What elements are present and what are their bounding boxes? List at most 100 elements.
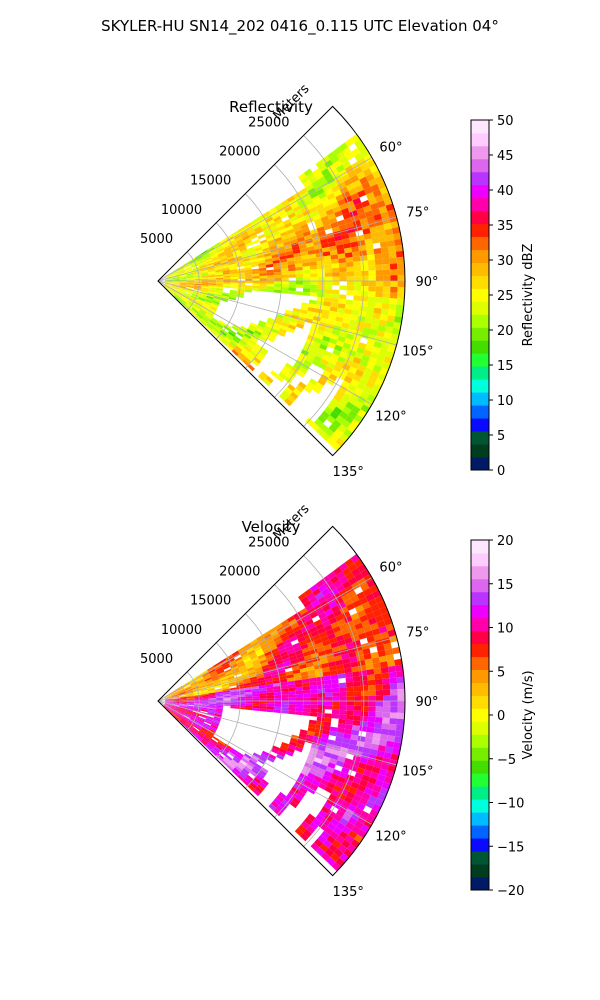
- reflectivity-cell: [215, 288, 223, 291]
- reflectivity-cell: [212, 300, 220, 305]
- velocity-cell: [338, 682, 347, 688]
- velocity-cell: [212, 736, 220, 742]
- velocity-cell: [247, 761, 255, 768]
- velocity-cell: [296, 790, 306, 798]
- velocity-cell: [334, 740, 343, 747]
- reflectivity-cell: [396, 256, 405, 264]
- reflectivity-cell: [281, 234, 290, 240]
- reflectivity-cell: [319, 423, 329, 433]
- velocity-cell: [172, 699, 180, 701]
- reflectivity-cell: [185, 288, 193, 292]
- velocity-azimuth-spoke: [157, 577, 373, 702]
- velocity-cell: [229, 689, 238, 693]
- velocity-cell: [347, 803, 357, 812]
- reflectivity-cell: [172, 277, 180, 279]
- reflectivity-cell: [361, 354, 370, 363]
- velocity-cell: [288, 744, 296, 750]
- velocity-cell: [352, 599, 362, 608]
- velocity-cell: [373, 668, 382, 675]
- velocity-cell: [318, 782, 327, 790]
- reflectivity-cell: [297, 216, 306, 223]
- reflectivity-cell: [258, 267, 267, 271]
- velocity-cell: [201, 698, 209, 700]
- reflectivity-cell: [183, 294, 191, 299]
- reflectivity-cell: [338, 298, 346, 305]
- reflectivity-cell: [268, 242, 277, 248]
- velocity-cell: [272, 679, 281, 684]
- velocity-cell: [257, 653, 266, 660]
- velocity-cell: [208, 708, 216, 711]
- velocity-cell: [266, 639, 275, 646]
- velocity-cell: [325, 696, 333, 701]
- velocity-cell: [335, 796, 344, 805]
- velocity-cell: [285, 750, 294, 757]
- velocity-cell: [190, 680, 197, 685]
- reflectivity-cell: [390, 269, 398, 276]
- reflectivity-cell: [302, 269, 311, 274]
- velocity-cell: [187, 721, 195, 727]
- reflectivity-cell: [339, 351, 348, 359]
- reflectivity-cell: [223, 281, 231, 283]
- velocity-cell: [388, 723, 397, 731]
- reflectivity-cell: [259, 288, 267, 292]
- reflectivity-cell: [353, 290, 362, 296]
- reflectivity-cell: [229, 269, 238, 273]
- velocity-cell: [228, 751, 236, 758]
- velocity-cell: [172, 695, 180, 698]
- reflectivity-cell: [200, 289, 208, 293]
- velocity-cell: [231, 665, 239, 671]
- velocity-cell: [397, 688, 405, 696]
- reflectivity-cell: [282, 319, 291, 325]
- velocity-cell: [336, 727, 345, 734]
- reflectivity-cell: [244, 239, 252, 245]
- velocity-cell: [397, 712, 405, 720]
- reflectivity-cell: [266, 219, 275, 226]
- reflectivity-cell: [185, 289, 193, 293]
- reflectivity-cell: [213, 260, 221, 265]
- reflectivity-cell: [352, 256, 361, 262]
- velocity-cell: [296, 697, 304, 701]
- reflectivity-cell: [206, 262, 214, 267]
- velocity-cell: [387, 629, 397, 638]
- velocity-cell: [321, 818, 331, 827]
- velocity-cell: [326, 781, 336, 790]
- velocity-cell: [303, 588, 313, 597]
- velocity-cell: [288, 789, 297, 798]
- velocity-cell: [314, 668, 323, 674]
- velocity-cell: [179, 698, 187, 700]
- reflectivity-colorbar-swatch: [471, 288, 489, 302]
- velocity-cell: [334, 655, 343, 662]
- velocity-cell: [208, 692, 216, 695]
- velocity-cell: [331, 713, 340, 719]
- reflectivity-cell: [225, 250, 233, 255]
- velocity-cell: [308, 751, 317, 758]
- reflectivity-cell: [259, 220, 267, 227]
- velocity-cell: [281, 691, 289, 695]
- reflectivity-cell: [228, 295, 237, 299]
- velocity-azimuth-spoke: [157, 700, 397, 766]
- reflectivity-cell: [298, 381, 307, 390]
- reflectivity-cell: [375, 264, 383, 271]
- velocity-cell: [324, 692, 333, 697]
- velocity-cell: [341, 767, 350, 775]
- reflectivity-cell: [269, 331, 278, 337]
- velocity-cell: [357, 609, 367, 618]
- velocity-cell: [243, 680, 251, 684]
- reflectivity-cell: [285, 250, 294, 256]
- reflectivity-cell: [232, 249, 241, 255]
- velocity-cell: [203, 735, 211, 742]
- velocity-cell: [171, 692, 179, 696]
- velocity-radial-tick-label: 15000: [190, 594, 231, 609]
- reflectivity-cell: [247, 341, 255, 348]
- reflectivity-cell: [390, 275, 398, 281]
- reflectivity-cell: [238, 352, 246, 360]
- reflectivity-colorbar-swatch: [471, 314, 489, 328]
- velocity-cell: [345, 620, 355, 628]
- velocity-cell: [187, 701, 195, 703]
- velocity-cell: [262, 667, 270, 672]
- velocity-cell: [288, 690, 296, 695]
- reflectivity-cell: [373, 248, 382, 255]
- reflectivity-cell: [349, 319, 358, 326]
- reflectivity-cell: [214, 265, 222, 269]
- velocity-cell: [322, 671, 331, 677]
